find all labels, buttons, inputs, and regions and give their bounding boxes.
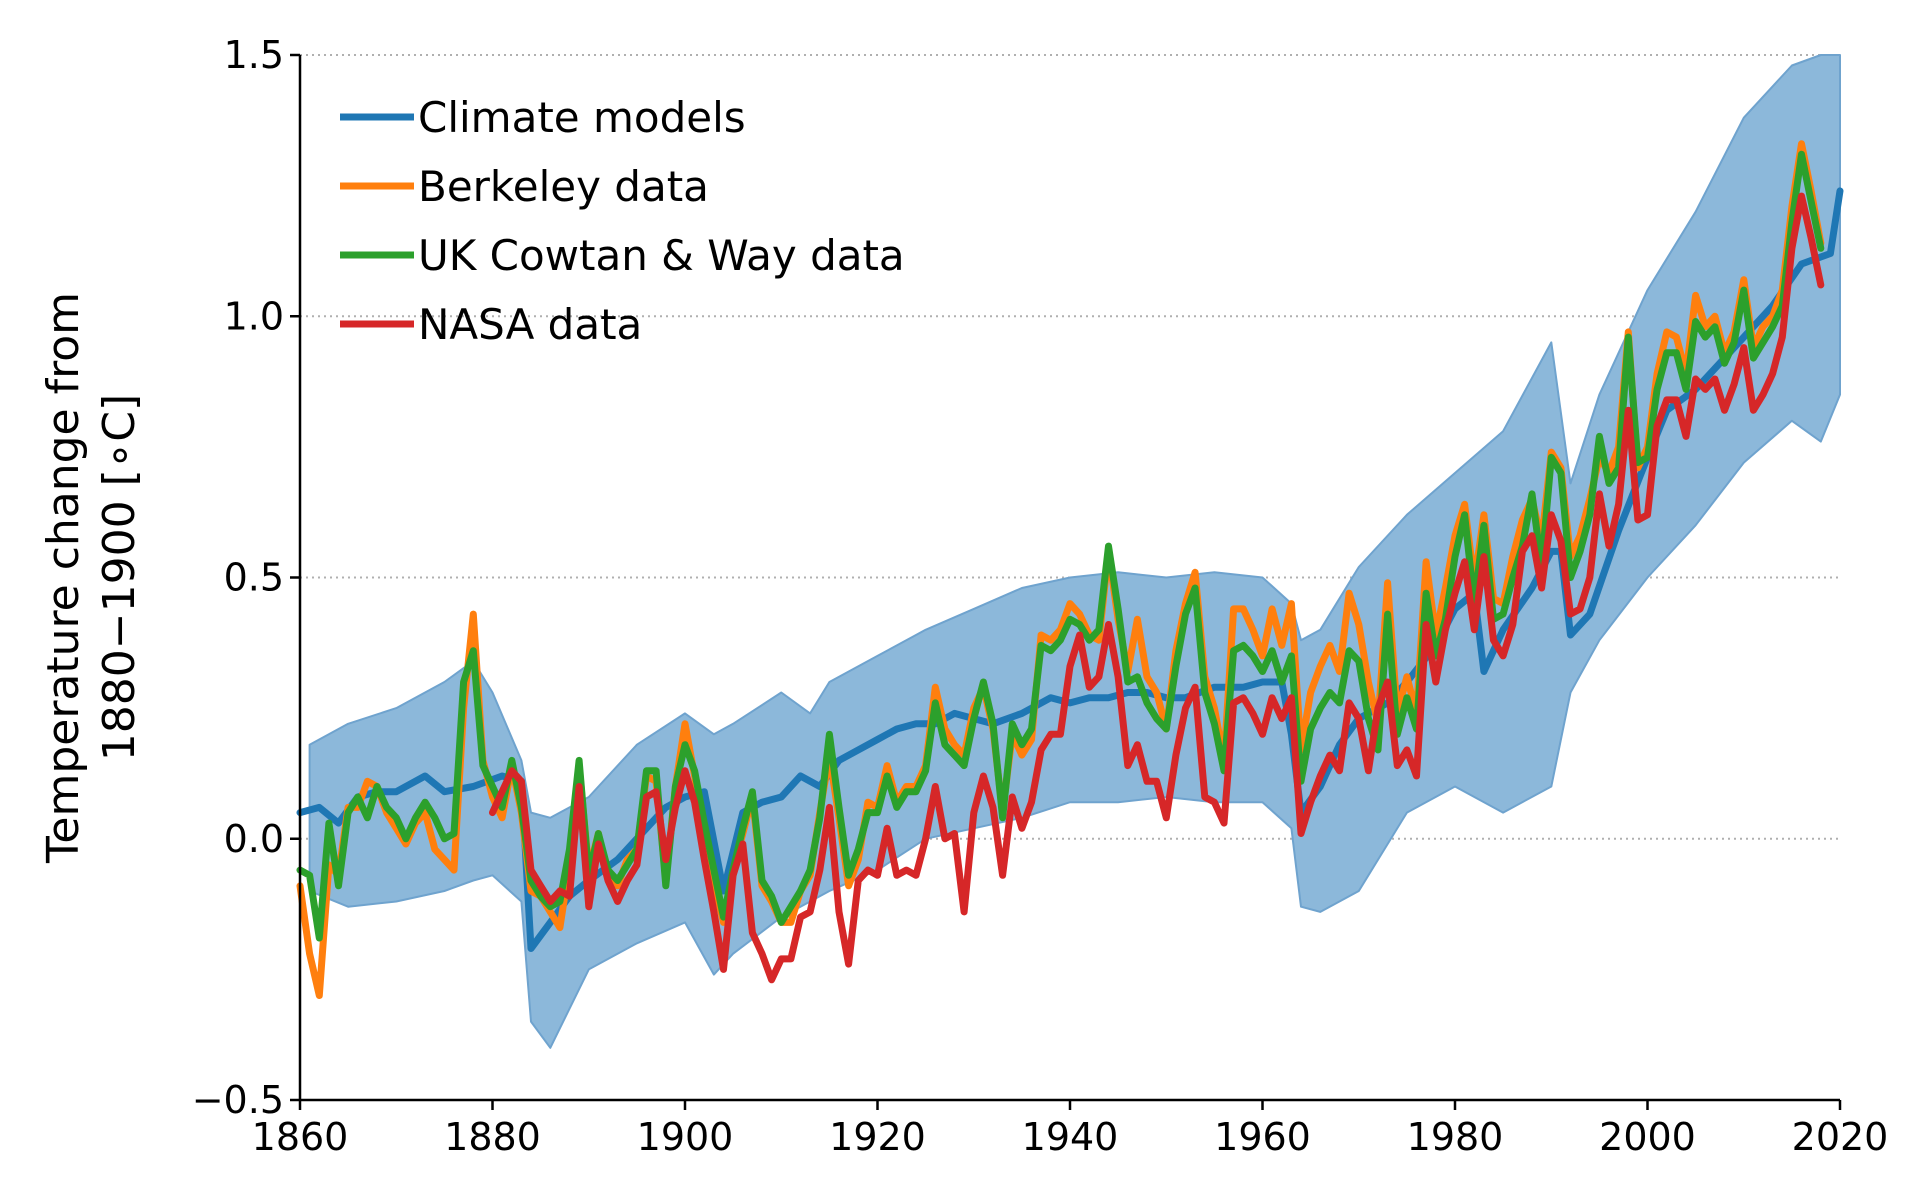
y-tick-label: 1.5 (224, 33, 284, 77)
series-line-0 (296, 187, 1844, 952)
x-tick-label: 1920 (829, 1115, 926, 1159)
x-tick-label: 1880 (444, 1115, 541, 1159)
x-tick-label: 1900 (637, 1115, 734, 1159)
legend-label: UK Cowtan & Way data (418, 231, 905, 280)
x-tick-label: 1980 (1407, 1115, 1504, 1159)
legend-label: Berkeley data (418, 162, 709, 211)
legend-label: Climate models (418, 93, 746, 142)
y-axis-title-line: Temperature change from (38, 292, 89, 864)
series-lines (296, 140, 1844, 999)
x-axis-ticks: 1860 1880 1900 1920 1940 1960 1980 2000 2020 (252, 1100, 1889, 1159)
y-tick-label: −0.5 (192, 1078, 284, 1122)
y-tick-label: 0.5 (224, 556, 284, 600)
y-axis-title: Temperature change from 1880−1900 [∘C] (38, 292, 145, 864)
y-axis-ticks: −0.5 0.0 0.5 1.0 1.5 (192, 33, 300, 1122)
x-tick-label: 2020 (1792, 1115, 1889, 1159)
legend-label: NASA data (418, 300, 642, 349)
series-line-2 (296, 150, 1825, 942)
x-tick-label: 2000 (1599, 1115, 1696, 1159)
x-tick-label: 1940 (1022, 1115, 1119, 1159)
y-tick-label: 0.0 (224, 817, 284, 861)
x-tick-label: 1960 (1214, 1115, 1311, 1159)
y-tick-label: 1.0 (224, 294, 284, 338)
series-line-3 (489, 192, 1825, 984)
legend: Climate models Berkeley data UK Cowtan & W… (340, 93, 905, 349)
x-tick-label: 1860 (252, 1115, 349, 1159)
y-axis-title-line: 1880−1900 [∘C] (94, 394, 145, 761)
